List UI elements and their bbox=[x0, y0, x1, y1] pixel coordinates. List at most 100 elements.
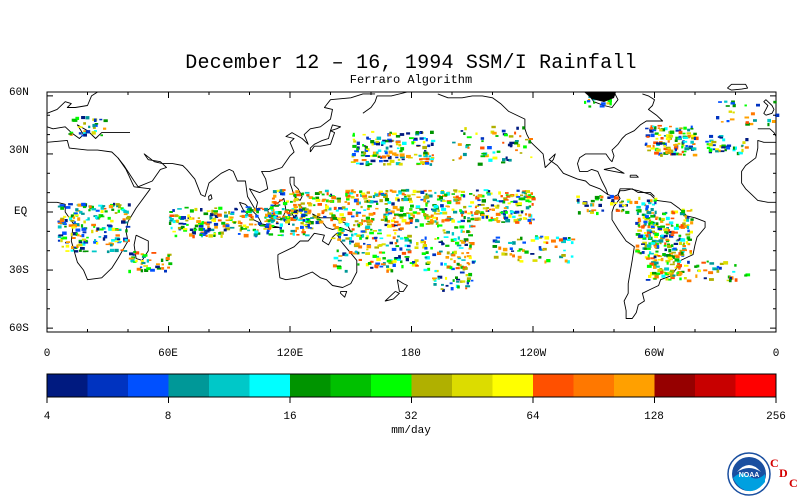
rain-cell-925 bbox=[209, 214, 212, 218]
rain-cell-598 bbox=[437, 225, 439, 228]
rain-cell-1905 bbox=[658, 134, 662, 136]
rain-cell-517 bbox=[356, 202, 360, 206]
rain-cell-149 bbox=[501, 221, 506, 223]
rain-cell-398 bbox=[273, 201, 277, 205]
rain-cell-2181 bbox=[728, 110, 733, 113]
rain-cell-707 bbox=[454, 226, 459, 229]
rain-cell-1013 bbox=[279, 223, 283, 227]
rain-cell-780 bbox=[266, 229, 270, 232]
rain-cell-1785 bbox=[364, 146, 368, 149]
rain-cell-1824 bbox=[505, 156, 508, 160]
rain-cell-951 bbox=[251, 215, 254, 219]
rain-cell-2061 bbox=[498, 246, 502, 250]
rain-cell-99 bbox=[477, 204, 483, 206]
rain-cell-1131 bbox=[91, 223, 96, 227]
rain-cell-1230 bbox=[144, 268, 149, 272]
rain-cell-774 bbox=[424, 256, 428, 259]
rain-cell-1786 bbox=[409, 137, 414, 140]
rain-cell-1027 bbox=[275, 211, 278, 215]
rain-cell-89 bbox=[392, 217, 396, 219]
rain-cell-2150 bbox=[584, 100, 587, 104]
rain-cell-1847 bbox=[522, 126, 525, 130]
rain-cell-2087 bbox=[522, 241, 526, 244]
rain-cell-775 bbox=[398, 255, 401, 259]
rain-cell-483 bbox=[524, 213, 528, 216]
rain-cell-1853 bbox=[513, 141, 519, 145]
rain-cell-1457 bbox=[667, 244, 672, 248]
rain-cell-1952 bbox=[671, 152, 676, 156]
rain-cell-1188 bbox=[91, 208, 97, 211]
rain-cell-587 bbox=[337, 259, 342, 262]
lon-label-180: 180 bbox=[401, 348, 421, 360]
rain-cell-84 bbox=[469, 193, 473, 195]
rain-cell-1469 bbox=[654, 224, 659, 227]
rain-cell-826 bbox=[302, 232, 306, 236]
rain-cell-1813 bbox=[502, 141, 505, 144]
rain-cell-772 bbox=[421, 239, 424, 241]
rain-cell-1317 bbox=[647, 225, 651, 229]
rain-cell-1447 bbox=[657, 226, 661, 228]
rain-cell-880 bbox=[258, 222, 262, 226]
rain-cell-1702 bbox=[356, 162, 360, 165]
rain-cell-300 bbox=[315, 196, 320, 200]
rain-cell-1428 bbox=[641, 243, 645, 245]
rain-cell-224 bbox=[513, 219, 519, 223]
rain-cell-1123 bbox=[82, 205, 87, 209]
rain-cell-309 bbox=[301, 192, 305, 196]
rain-cell-1766 bbox=[398, 143, 402, 147]
rain-cell-1563 bbox=[621, 208, 625, 212]
rain-cell-109 bbox=[430, 214, 434, 218]
rain-cell-730 bbox=[337, 238, 341, 241]
rain-cell-1867 bbox=[691, 136, 696, 140]
rain-cell-1614 bbox=[701, 261, 706, 264]
rain-cell-828 bbox=[287, 213, 291, 217]
rain-cell-1149 bbox=[91, 229, 94, 234]
rain-cell-1881 bbox=[690, 125, 693, 129]
rain-cell-429 bbox=[367, 219, 373, 222]
rain-cell-636 bbox=[361, 252, 365, 254]
rain-cell-1021 bbox=[248, 214, 253, 218]
rain-cell-443 bbox=[522, 217, 526, 220]
rain-cell-831 bbox=[268, 233, 274, 236]
rain-cell-1104 bbox=[61, 245, 64, 248]
rain-cell-1274 bbox=[646, 248, 651, 250]
rain-cell-896 bbox=[290, 217, 293, 221]
rain-cell-625 bbox=[456, 256, 461, 258]
rain-cell-1814 bbox=[475, 132, 478, 135]
rain-cell-457 bbox=[527, 218, 532, 222]
rain-cell-2090 bbox=[538, 256, 542, 259]
rain-cell-331 bbox=[520, 210, 524, 214]
rain-cell-897 bbox=[194, 224, 199, 228]
rain-cell-1732 bbox=[421, 158, 427, 160]
rain-cell-1095 bbox=[80, 224, 84, 228]
rain-cell-1619 bbox=[679, 277, 682, 281]
rain-cell-1026 bbox=[189, 228, 194, 231]
rain-cell-1739 bbox=[384, 150, 388, 153]
rain-cell-197 bbox=[410, 204, 414, 208]
rain-cell-503 bbox=[384, 203, 388, 205]
rain-cell-2014 bbox=[741, 148, 744, 153]
rain-cell-1418 bbox=[682, 242, 685, 245]
rain-cell-1795 bbox=[423, 151, 428, 155]
rain-cell-1589 bbox=[586, 208, 589, 213]
rain-cell-706 bbox=[466, 262, 469, 265]
rain-cell-2141 bbox=[607, 99, 612, 103]
rain-cell-1806 bbox=[528, 138, 533, 140]
rain-cell-705 bbox=[424, 247, 428, 250]
rain-cell-233 bbox=[378, 190, 383, 193]
rain-cell-1579 bbox=[613, 196, 619, 200]
rain-cell-249 bbox=[326, 192, 329, 196]
rain-cell-1000 bbox=[302, 228, 305, 232]
rain-cell-1200 bbox=[120, 249, 124, 251]
rain-cell-281 bbox=[384, 213, 390, 216]
rain-cell-2052 bbox=[511, 250, 515, 252]
rain-cell-158 bbox=[493, 205, 497, 207]
rain-cell-1965 bbox=[683, 136, 689, 139]
rain-cell-355 bbox=[361, 219, 364, 222]
rain-cell-1049 bbox=[103, 235, 108, 239]
rain-cell-1637 bbox=[718, 266, 722, 270]
rain-cell-1935 bbox=[660, 153, 663, 157]
rain-cell-1110 bbox=[126, 215, 131, 218]
rain-cell-2071 bbox=[501, 252, 505, 256]
rain-cell-1173 bbox=[81, 212, 85, 215]
